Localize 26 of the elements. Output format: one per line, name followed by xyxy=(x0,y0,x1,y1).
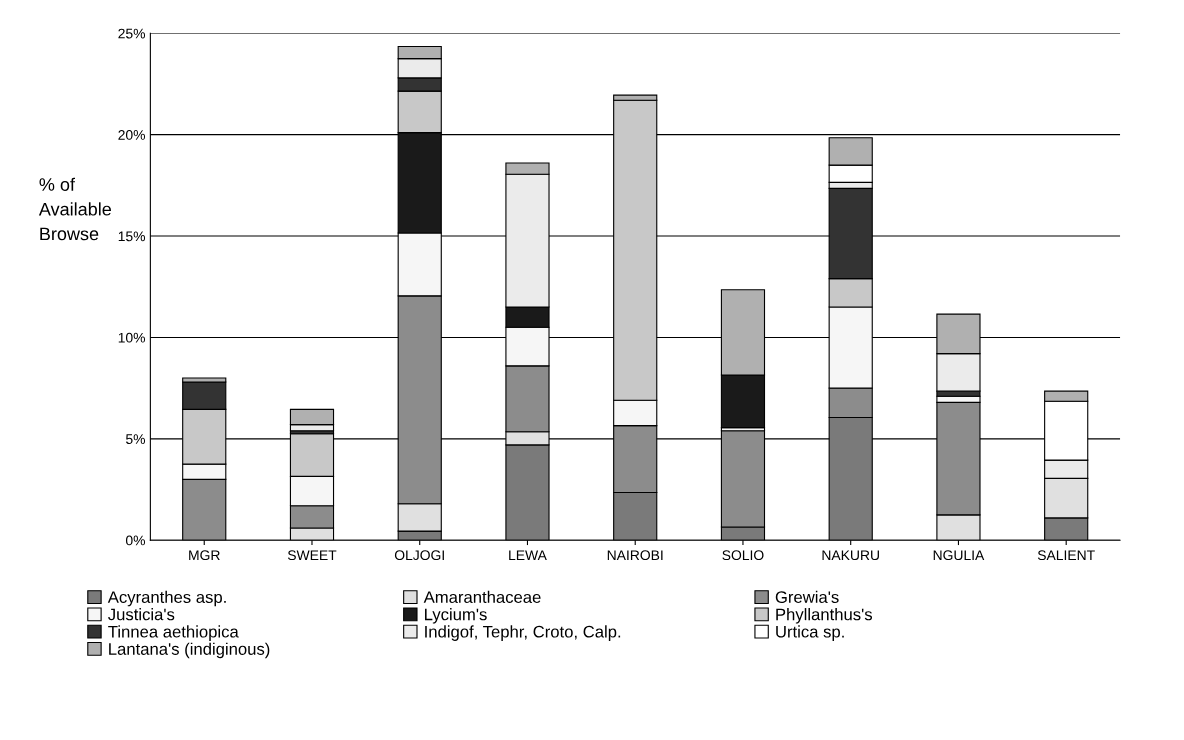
y-tick-label: 5% xyxy=(125,434,146,444)
legend-label: Indigof, Tephr, Croto, Calp. xyxy=(425,625,621,641)
y-tick-label: 15% xyxy=(118,231,146,242)
x-tick-label: SWEET xyxy=(287,550,337,561)
x-tick-label: NAIROBI xyxy=(607,550,663,561)
y-tick-label: 25% xyxy=(118,28,146,39)
x-tick-label: OLJOGI xyxy=(394,550,444,561)
x-tick-label: NGULIA xyxy=(933,550,985,561)
legend-label: Grewia's xyxy=(775,590,839,604)
x-tick-label: SALIENT xyxy=(1037,550,1095,561)
legend-label: Phyllanthus's xyxy=(776,608,873,624)
x-tick-label: LEWA xyxy=(509,550,547,560)
legend-label: Lycium's xyxy=(425,608,487,624)
legend-label: Urtica sp. xyxy=(776,625,844,641)
x-tick-label: SOLIO xyxy=(722,550,764,561)
legend-label: Justicia's xyxy=(108,608,175,621)
legend-label: Tinnea aethiopica xyxy=(108,625,239,641)
x-tick-label: MGR xyxy=(189,550,220,561)
y-tick-label: 10% xyxy=(118,332,146,343)
legend-label: Lantana's (indiginous) xyxy=(109,642,270,659)
legend-label: Amaranthaceae xyxy=(423,590,541,604)
legend-label: Acyranthes asp. xyxy=(107,590,226,607)
y-tick-label: 0% xyxy=(125,535,146,546)
x-tick-label: NAKURU xyxy=(822,550,879,561)
y-tick-label: 20% xyxy=(118,130,146,140)
y-axis-title: % of Available Browse xyxy=(38,177,112,241)
